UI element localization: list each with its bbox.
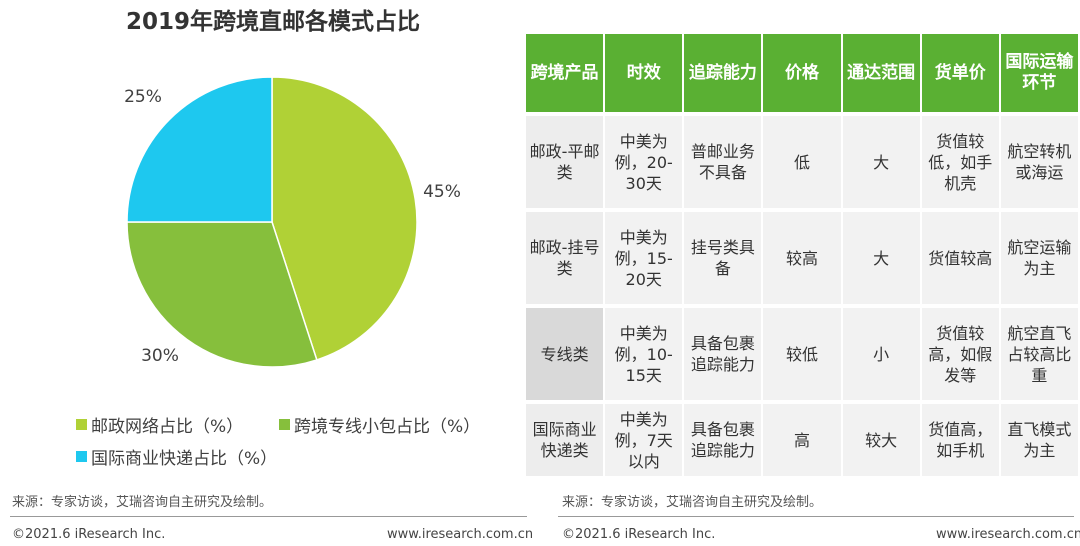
table-cell: 大 [842,116,920,208]
header-price: 价格 [763,34,841,112]
footer-divider-left [10,516,527,517]
header-coverage: 通达范围 [842,34,920,112]
table-cell: 较低 [763,308,841,400]
site-url-right: www.iresearch.com.cn [936,527,1080,542]
source-note-left: 来源：专家访谈，艾瑞咨询自主研究及绘制。 [12,495,273,510]
table-cell: 挂号类具备 [684,212,762,304]
pie-data-label-2: 25% [124,87,162,107]
table-cell: 较高 [763,212,841,304]
table-cell: 小 [842,308,920,400]
legend-swatch-line-parcel [279,419,290,430]
source-note-right: 来源：专家访谈，艾瑞咨询自主研究及绘制。 [562,495,823,510]
table-cell: 货值较低，如手机壳 [921,116,999,208]
table-cell: 货值较高，如假发等 [921,308,999,400]
pie-slice-0 [271,76,418,361]
table-cell: 普邮业务不具备 [684,116,762,208]
table-cell: 货值高，如手机 [921,404,999,476]
legend-item-postal: 邮政网络占比（%） [76,412,243,437]
legend-label-express: 国际商业快递占比（%） [91,449,278,469]
copyright-left: ©2021.6 iResearch Inc. [12,527,166,542]
table-cell: 邮政-平邮类 [526,116,604,208]
table-cell: 航空运输为主 [1000,212,1078,304]
table-row: 邮政-平邮类 中美为例，20-30天 普邮业务不具备 低 大 货值较低，如手机壳… [526,116,1078,208]
header-time: 时效 [605,34,683,112]
table-cell: 国际商业快递类 [526,404,604,476]
legend-label-line-parcel: 跨境专线小包占比（%） [294,417,481,437]
header-unit-price: 货单价 [921,34,999,112]
table-cell: 较大 [842,404,920,476]
pie-chart: 45% 30% 25% [124,76,461,368]
pie-data-label-0: 45% [423,182,461,202]
header-transport: 国际运输环节 [1000,34,1078,112]
comparison-table: 跨境产品 时效 追踪能力 价格 通达范围 货单价 国际运输环节 邮政-平邮类 中… [524,30,1080,480]
table-cell: 中美为例，15-20天 [605,212,683,304]
table-cell: 大 [842,212,920,304]
table-row: 国际商业快递类 中美为例，7天以内 具备包裹追踪能力 高 较大 货值高，如手机 … [526,404,1078,476]
table-cell: 专线类 [526,308,604,400]
copyright-right: ©2021.6 iResearch Inc. [562,527,716,542]
table-cell: 直飞模式为主 [1000,404,1078,476]
table-cell: 航空直飞占较高比重 [1000,308,1078,400]
table-row: 专线类 中美为例，10-15天 具备包裹追踪能力 较低 小 货值较高，如假发等 … [526,308,1078,400]
header-tracking: 追踪能力 [684,34,762,112]
table-cell: 中美为例，10-15天 [605,308,683,400]
legend-item-line-parcel: 跨境专线小包占比（%） [279,412,480,437]
table-cell: 邮政-挂号类 [526,212,604,304]
header-product: 跨境产品 [526,34,604,112]
footer-divider-right [558,516,1074,517]
table-cell: 中美为例，7天以内 [605,404,683,476]
legend-label-postal: 邮政网络占比（%） [91,417,244,437]
legend-swatch-express [76,451,87,462]
table-cell: 高 [763,404,841,476]
table-header-row: 跨境产品 时效 追踪能力 价格 通达范围 货单价 国际运输环节 [526,34,1078,112]
table-cell: 货值较高 [921,212,999,304]
chart-title: 2019年跨境直邮各模式占比 [126,9,421,35]
legend-item-express: 国际商业快递占比（%） [76,444,277,469]
table-cell: 具备包裹追踪能力 [684,308,762,400]
table-cell: 中美为例，20-30天 [605,116,683,208]
pie-data-label-1: 30% [141,346,179,366]
legend-swatch-postal [76,419,87,430]
pie-slice-2 [126,76,273,223]
site-url-left: www.iresearch.com.cn [387,527,534,542]
table-cell: 具备包裹追踪能力 [684,404,762,476]
table-cell: 低 [763,116,841,208]
table-row: 邮政-挂号类 中美为例，15-20天 挂号类具备 较高 大 货值较高 航空运输为… [526,212,1078,304]
pie-slice-1 [126,221,318,368]
table-cell: 航空转机或海运 [1000,116,1078,208]
